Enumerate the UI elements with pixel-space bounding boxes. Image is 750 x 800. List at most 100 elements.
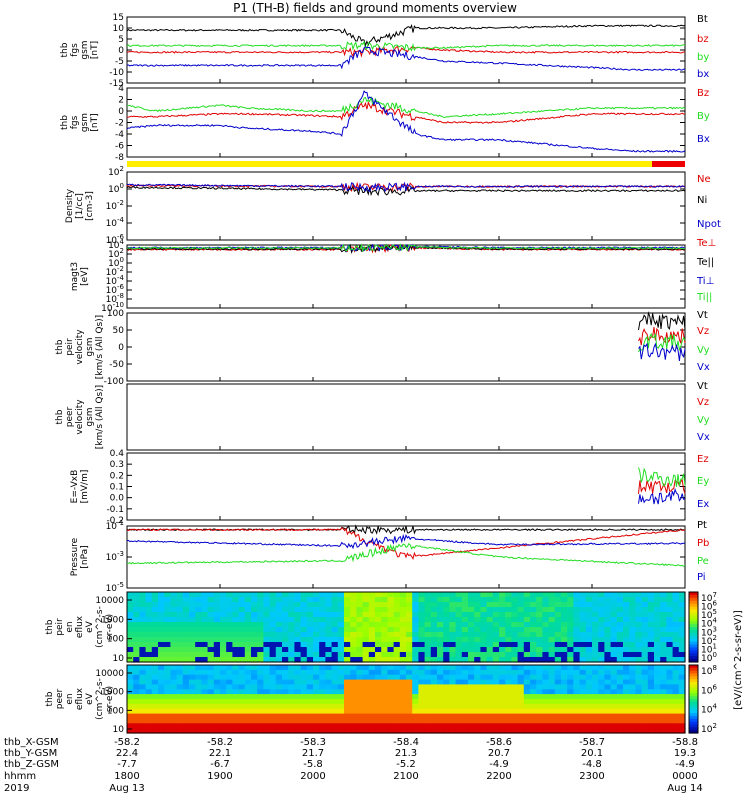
heat-cell (461, 728, 469, 734)
heat-cell (660, 597, 667, 603)
heat-cell (244, 708, 252, 715)
heat-cell (368, 637, 376, 643)
heat-cell (480, 699, 488, 705)
heat-cell (542, 632, 550, 638)
heat-cell (647, 602, 655, 608)
colorbar-tick-label: 108 (701, 664, 717, 677)
heat-cell (647, 597, 655, 603)
heat-cell (604, 723, 612, 729)
heat-cell (158, 718, 165, 724)
heat-cell (449, 602, 457, 608)
heat-cell (393, 679, 401, 686)
y-tick-label: -15 (109, 79, 124, 89)
heat-cell (499, 612, 506, 618)
bottom-row-value: Aug 13 (109, 783, 144, 794)
heat-cell (207, 665, 215, 671)
heat-cell (511, 622, 519, 628)
heat-cell (375, 592, 382, 598)
heat-cell (455, 723, 463, 729)
heat-cell (449, 669, 457, 676)
heat-cell (368, 679, 376, 686)
heat-cell (542, 642, 550, 648)
heat-cell (275, 622, 283, 628)
heat-cell (313, 703, 320, 710)
colorbar-tick-label: 103 (701, 625, 717, 638)
legend-entry: Te|| (696, 257, 714, 268)
heat-cell (337, 642, 345, 648)
heat-cell (226, 708, 233, 715)
heat-cell (530, 713, 537, 720)
panel-frame (126, 244, 686, 309)
bottom-row-label: thb_Z-GSM (4, 759, 59, 770)
heat-cell (313, 622, 320, 628)
heat-cell (306, 652, 314, 658)
heat-cell (189, 607, 196, 613)
heat-cell (176, 718, 184, 724)
heat-cell (592, 602, 599, 608)
heat-cell (399, 669, 407, 676)
heat-cell (393, 674, 401, 681)
heat-cell (362, 602, 370, 608)
heat-cell (604, 699, 612, 705)
heat-cell (443, 632, 450, 638)
heat-cell (288, 665, 295, 671)
heat-cell (139, 652, 147, 658)
heat-cell (604, 684, 612, 690)
heat-cell (511, 684, 519, 690)
heat-cell (455, 637, 463, 643)
heat-cell (176, 657, 184, 663)
heat-cell (530, 612, 537, 618)
heat-cell (282, 652, 289, 658)
heat-cell (548, 632, 556, 638)
heat-cell (499, 642, 506, 648)
heat-cell (492, 718, 500, 724)
heat-cell (313, 684, 320, 690)
heat-cell (616, 617, 624, 623)
heat-cell (616, 689, 624, 695)
heat-cell (195, 607, 202, 613)
heat-cell (499, 679, 506, 686)
heat-cell (387, 592, 395, 598)
heat-cell (517, 602, 525, 608)
heat-cell (660, 642, 667, 648)
heat-cell (263, 602, 271, 608)
heat-cell (201, 713, 209, 720)
heat-cell (387, 703, 395, 710)
heat-cell (492, 684, 500, 690)
heat-cell (282, 602, 289, 608)
heat-cell (232, 684, 240, 690)
heat-cell (251, 622, 258, 628)
heat-cell (579, 652, 587, 658)
heat-cell (282, 669, 289, 676)
heat-cell (399, 612, 407, 618)
heat-cell (418, 592, 426, 598)
heat-cell (443, 684, 450, 690)
heat-cell (350, 627, 357, 633)
heat-cell (567, 708, 574, 715)
heat-cell (127, 637, 134, 643)
heat-cell (598, 674, 605, 681)
heat-cell (145, 622, 153, 628)
heat-cell (127, 642, 134, 648)
bottom-row-value: Aug 14 (667, 783, 702, 794)
heat-cell (629, 602, 636, 608)
heat-cell (306, 665, 314, 671)
heat-cell (647, 665, 655, 671)
heat-cell (672, 665, 680, 671)
y-tick-label: -0.2 (106, 516, 124, 526)
colorbar-step (689, 718, 698, 723)
colorbar-step (689, 627, 698, 631)
heat-cell (300, 642, 308, 648)
heat-cell (337, 607, 345, 613)
heat-cell (486, 703, 494, 710)
heat-cell (176, 627, 184, 633)
heat-cell (623, 674, 630, 681)
y-tick-label: 104 (108, 238, 124, 251)
heat-cell (430, 602, 438, 608)
y-tick-label: 100 (107, 635, 124, 645)
heat-cell (381, 684, 388, 690)
heat-cell (604, 703, 612, 710)
heat-cell (678, 637, 686, 643)
colorbar-step (689, 667, 698, 672)
heat-cell (579, 689, 587, 695)
